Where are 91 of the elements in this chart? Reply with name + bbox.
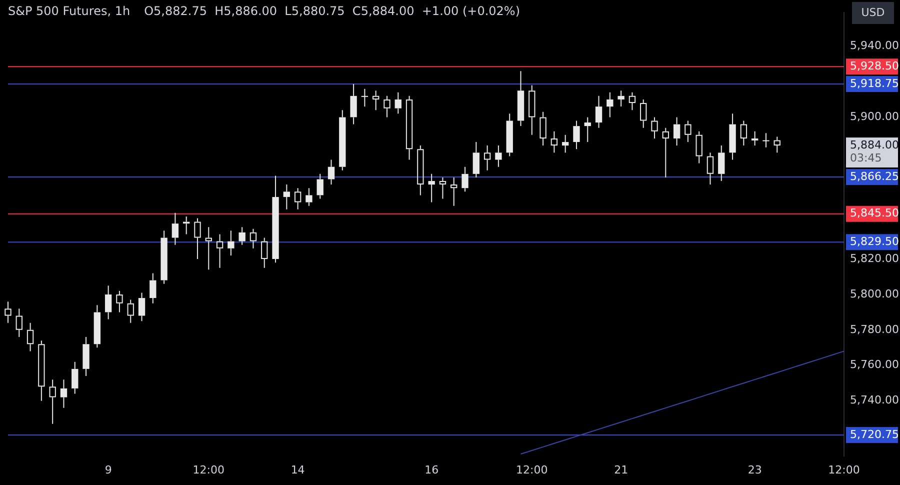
- x-tick-label: 14: [290, 463, 305, 476]
- candlestick: [261, 237, 268, 268]
- ref-line-label: 5,866.25: [850, 170, 899, 183]
- candlestick: [472, 142, 480, 178]
- candlestick: [517, 70, 524, 127]
- candlestick: [16, 308, 22, 338]
- candlestick: [38, 340, 45, 402]
- candlestick: [138, 292, 146, 322]
- x-tick-label: 16: [424, 463, 439, 476]
- chart-title: S&P 500 Futures, 1h: [8, 4, 130, 18]
- candlestick: [116, 290, 123, 313]
- x-tick-label: 9: [104, 463, 112, 476]
- candlestick: [718, 145, 725, 182]
- candlestick: [406, 95, 413, 160]
- y-tick-label: 5,900.00: [850, 110, 899, 124]
- candlestick: [104, 285, 112, 320]
- candlestick: [662, 127, 669, 178]
- candlestick: [4, 301, 12, 324]
- candlestick: [194, 218, 201, 260]
- candlestick: [606, 92, 614, 118]
- text: 03:45: [850, 151, 882, 164]
- candlestick: [205, 226, 212, 270]
- x-tick-label: 12:00: [828, 463, 860, 476]
- y-tick-label: 5,820.00: [850, 252, 899, 265]
- candlestick: [729, 113, 736, 160]
- candlestick: [428, 173, 435, 203]
- candlestick: [339, 110, 346, 171]
- candlestick: [160, 230, 168, 284]
- candlestick: [684, 120, 692, 143]
- candlestick: [774, 136, 780, 154]
- text: USD: [861, 6, 885, 19]
- candlestick: [462, 166, 468, 192]
- x-tick-label: 23: [748, 463, 762, 476]
- y-tick-label: 5,740.00: [850, 394, 899, 407]
- candlestick: [740, 120, 748, 146]
- candlestick: [640, 98, 647, 128]
- candlestick: [573, 120, 580, 150]
- candlestick: [350, 83, 357, 125]
- candlestick: [673, 116, 680, 146]
- candlestick: [60, 379, 68, 408]
- candlestick: [762, 132, 770, 148]
- candlestick: [283, 184, 290, 210]
- candlestick: [595, 95, 602, 128]
- ref-line-label: 5,720.75: [850, 428, 899, 441]
- candlestick: [127, 299, 134, 324]
- candlestick: [417, 145, 424, 196]
- candlestick: [562, 134, 569, 154]
- candlestick: [228, 230, 234, 256]
- candlestick: [584, 116, 591, 143]
- candlestick: [306, 188, 312, 206]
- candlestick: [628, 92, 636, 111]
- candlestick: [651, 116, 658, 139]
- x-tick-label: 12:00: [516, 463, 548, 476]
- candlestick: [696, 130, 702, 164]
- candlestick: [528, 84, 536, 136]
- candlestick: [272, 175, 279, 264]
- y-tick-label: 5,940.00: [850, 39, 899, 52]
- candlestick: [72, 361, 78, 394]
- candlestick: [238, 226, 246, 246]
- candlestick: [540, 111, 546, 146]
- candlestick: [150, 272, 156, 304]
- candlestick: [384, 95, 390, 118]
- candlestick: [495, 145, 502, 168]
- candlestick: [216, 234, 224, 268]
- candlestick: [361, 88, 368, 108]
- x-tick-label: 21: [614, 463, 628, 476]
- candlestick: [294, 188, 302, 210]
- candlestick: [172, 212, 179, 246]
- y-tick-label: 5,800.00: [850, 287, 899, 300]
- candlestick: [706, 152, 714, 186]
- x-tick-label: 12:00: [192, 463, 224, 476]
- candlestick: [450, 176, 458, 206]
- y-tick-label: 5,780.00: [850, 322, 899, 336]
- candlestick: [372, 90, 380, 111]
- candlestick: [316, 173, 324, 200]
- ref-line-label: 5,918.75: [850, 76, 899, 90]
- candlestick: [550, 130, 558, 154]
- candlestick: [250, 228, 257, 249]
- candlestick: [328, 159, 335, 186]
- candlestick: [26, 322, 34, 352]
- candlestick: [484, 145, 491, 171]
- candlestick: [751, 130, 758, 146]
- candlestick: [506, 113, 513, 157]
- annotation: O5,882.75 H5,886.00 L5,880.75 C5,884.00 +1.00 (+0.02%): [144, 4, 520, 18]
- candlestick: [439, 176, 446, 200]
- candlestick: [49, 379, 56, 424]
- candlestick: [394, 92, 402, 114]
- candlestick: [82, 336, 90, 377]
- candlestick: [618, 90, 624, 108]
- candlestick: [94, 304, 101, 348]
- y-tick-label: 5,760.00: [850, 358, 899, 372]
